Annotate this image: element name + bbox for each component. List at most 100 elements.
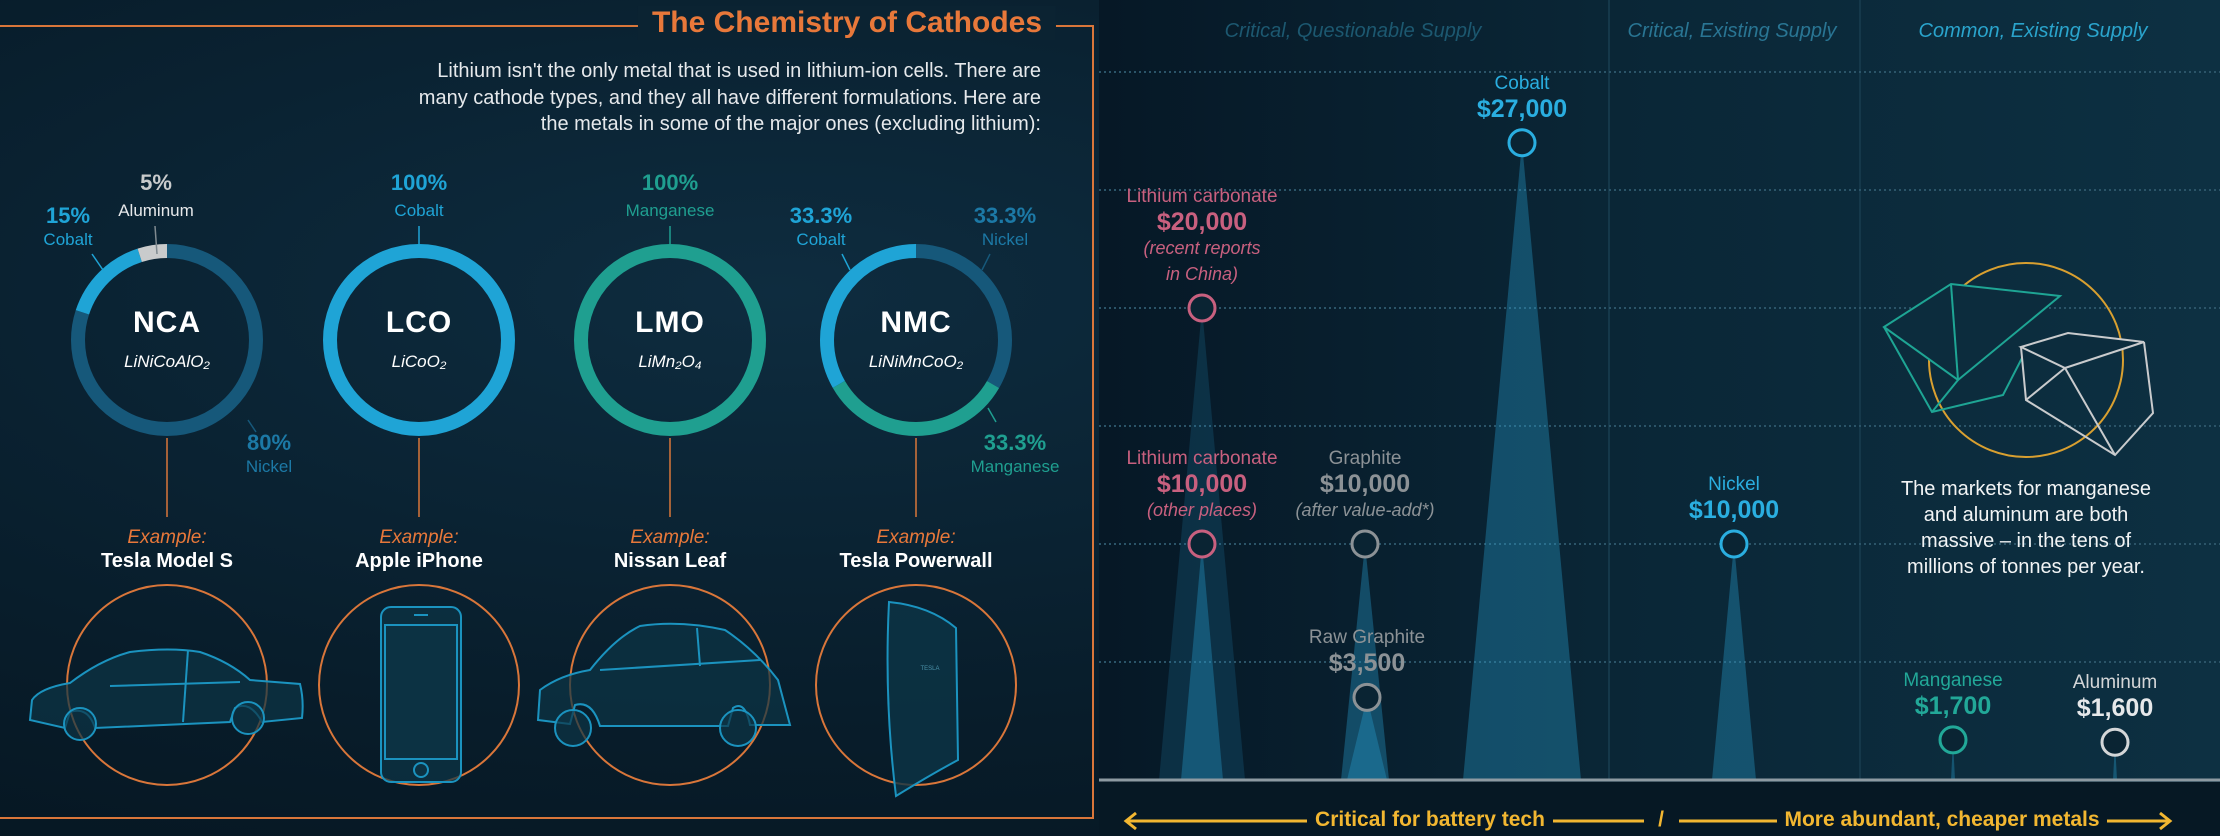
bottom-separator: / xyxy=(1658,808,1664,831)
nca-nickel-pct: 80% xyxy=(246,430,292,455)
example-tesla-model-s: Tesla Model S xyxy=(101,550,233,572)
cathode-code-lmo: LMO xyxy=(635,306,705,339)
price-spotlight xyxy=(1951,739,1955,780)
critical-for-battery-tech-label: Critical for battery tech xyxy=(1315,808,1545,831)
metal-name: Cobalt xyxy=(1494,72,1550,94)
price-spotlight xyxy=(2113,742,2117,780)
metal-name: Graphite xyxy=(1328,448,1402,469)
example-label: Example: xyxy=(379,527,459,548)
price-value: $10,000 xyxy=(1319,470,1411,498)
lco-cobalt-pct: 100% xyxy=(390,170,448,195)
aluminum-crystal xyxy=(2018,331,2155,457)
annotation-line-4: millions of tonnes per year. xyxy=(1907,556,2145,578)
column-header-critical-questionable: Critical, Questionable Supply xyxy=(1224,20,1482,42)
intro-line-3: the metals in some of the major ones (ex… xyxy=(540,113,1041,135)
cathode-code-lco: LCO xyxy=(385,306,453,339)
donut-segment-manganese xyxy=(820,244,1012,436)
price-value: $27,000 xyxy=(1476,94,1568,123)
price-marker xyxy=(1352,682,1382,712)
manganese-crystal xyxy=(1882,282,2063,414)
iphone-icon xyxy=(380,606,462,783)
cathode-donuts xyxy=(71,244,1012,436)
donut-segment-manganese xyxy=(574,244,766,436)
price-note: (after value-add*) xyxy=(1295,500,1435,520)
sedan-car-icon xyxy=(28,648,304,741)
more-abundant-metals-label: More abundant, cheaper metals xyxy=(1784,808,2100,831)
powerwall-logo: TESLA xyxy=(920,666,939,672)
nca-aluminum-pct: 5% xyxy=(140,170,172,195)
price-marker xyxy=(1187,293,1217,323)
nmc-manganese-label: Manganese xyxy=(970,457,1060,476)
metal-name: Aluminum xyxy=(2072,672,2158,694)
nmc-cobalt-pct: 33.3% xyxy=(789,203,853,228)
donut-segment-aluminum xyxy=(71,244,263,436)
example-label: Example: xyxy=(630,527,710,548)
lmo-manganese-pct: 100% xyxy=(641,170,699,195)
gemstones-illustration xyxy=(1882,262,2155,458)
right-arrow-icon xyxy=(2159,811,2173,831)
nca-cobalt-pct: 15% xyxy=(45,203,91,228)
nmc-manganese-pct: 33.3% xyxy=(983,430,1047,455)
leader-lines xyxy=(91,225,997,517)
nmc-nickel-label: Nickel xyxy=(981,230,1029,249)
cathode-code-nca: NCA xyxy=(133,306,201,339)
metal-name: Lithium carbonate xyxy=(1126,448,1278,469)
cathode-formula-nca: LiNiCoAlO₂ xyxy=(124,352,210,371)
annotation-line-1: The markets for manganese xyxy=(1900,478,2152,500)
example-label: Example: xyxy=(876,527,956,548)
metal-name: Manganese xyxy=(1903,669,2003,691)
example-apple-iphone: Apple iPhone xyxy=(355,550,483,572)
price-value: $10,000 xyxy=(1156,470,1248,498)
price-marker xyxy=(1350,529,1380,559)
bottom-bar xyxy=(1099,782,2220,836)
left-panel-frame xyxy=(0,25,1094,819)
cathode-formula-nmc: LiNiMnCoO₂ xyxy=(868,352,964,371)
price-value: $1,600 xyxy=(2076,694,2154,723)
annotation-line-3: massive – in the tens of xyxy=(1920,530,2132,552)
cathode-formula-lmo: LiMn₂O₄ xyxy=(638,352,702,371)
metal-name: Lithium carbonate xyxy=(1126,186,1278,207)
price-marker xyxy=(1719,529,1749,559)
price-value: $20,000 xyxy=(1156,208,1248,236)
metal-name: Raw Graphite xyxy=(1308,627,1426,649)
annotation-line-2: and aluminum are both xyxy=(1923,504,2129,526)
price-spotlight xyxy=(1347,697,1387,780)
intro-line-1: Lithium isn't the only metal that is use… xyxy=(437,60,1041,82)
price-value: $1,700 xyxy=(1914,691,1992,720)
example-nissan-leaf: Nissan Leaf xyxy=(613,550,727,572)
lco-cobalt-label: Cobalt xyxy=(394,201,444,220)
price-marker xyxy=(1187,529,1217,559)
donut-segment-cobalt xyxy=(323,244,515,436)
nca-aluminum-label: Aluminum xyxy=(118,201,194,220)
example-icons: TESLA xyxy=(28,584,1017,798)
lmo-manganese-label: Manganese xyxy=(625,201,715,220)
price-note: in China) xyxy=(1165,264,1239,284)
price-spotlight xyxy=(1463,142,1581,781)
price-marker xyxy=(2100,727,2130,757)
price-spotlight xyxy=(1712,544,1756,780)
metal-name: Nickel xyxy=(1708,474,1760,495)
intro-line-2: many cathode types, and they all have di… xyxy=(418,87,1041,109)
nca-cobalt-label: Cobalt xyxy=(43,230,93,249)
price-spotlight xyxy=(1181,544,1223,780)
page-title: The Chemistry of Cathodes xyxy=(637,6,1057,40)
powerwall-icon xyxy=(886,600,960,798)
price-value: $3,500 xyxy=(1328,649,1406,678)
cathode-formula-lco: LiCoO₂ xyxy=(391,352,447,371)
example-label: Example: xyxy=(127,527,207,548)
price-note: (other places) xyxy=(1146,500,1258,520)
nmc-cobalt-label: Cobalt xyxy=(796,230,846,249)
price-note: (recent reports xyxy=(1143,238,1261,258)
column-header-critical-existing: Critical, Existing Supply xyxy=(1627,20,1837,42)
nca-nickel-label: Nickel xyxy=(245,457,293,476)
cathode-code-nmc: NMC xyxy=(880,306,952,339)
price-spotlight xyxy=(1341,544,1389,780)
example-tesla-powerwall: Tesla Powerwall xyxy=(839,550,993,572)
price-value: $10,000 xyxy=(1688,496,1780,524)
nmc-nickel-pct: 33.3% xyxy=(973,203,1037,228)
column-header-common-existing: Common, Existing Supply xyxy=(1918,20,2148,42)
price-marker xyxy=(1507,128,1537,158)
